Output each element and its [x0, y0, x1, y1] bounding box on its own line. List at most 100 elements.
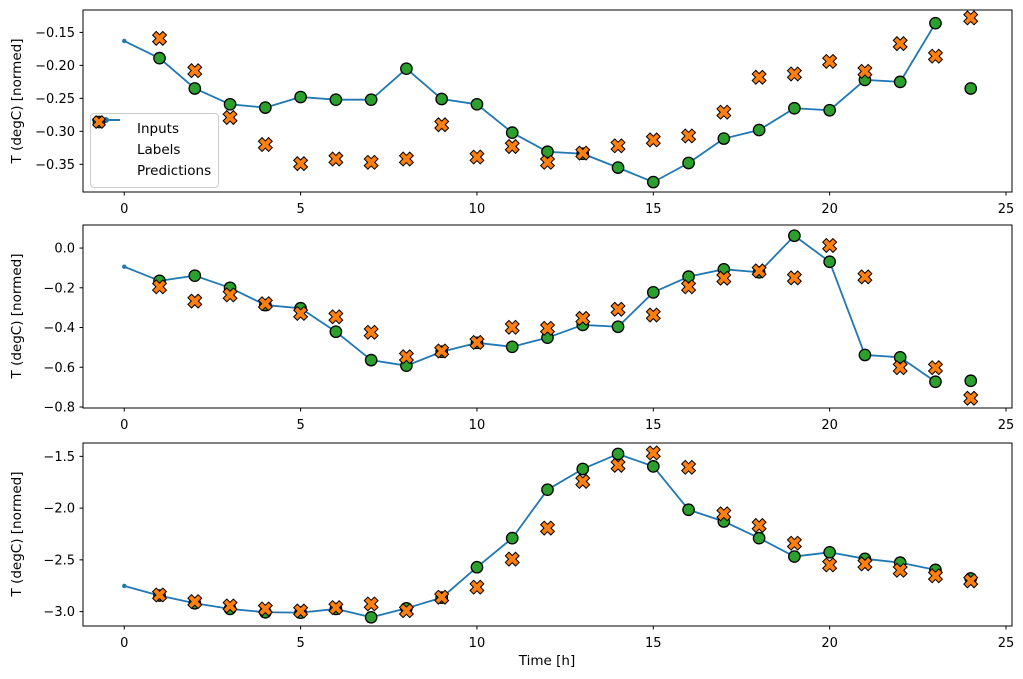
x-tick-label: 5: [296, 636, 304, 651]
predictions-marker: [363, 154, 379, 170]
predictions-marker: [328, 309, 344, 325]
labels-marker: [682, 156, 695, 170]
labels-marker: [611, 161, 625, 174]
y-tick-label: 0.0: [54, 242, 75, 257]
labels-marker: [294, 90, 307, 104]
labels-marker: [752, 531, 766, 545]
x-tick-label: 5: [296, 202, 304, 217]
y-axis-label-subplot-1: T (degC) [normed]: [9, 38, 25, 164]
labels-marker: [682, 503, 695, 517]
labels-marker: [788, 229, 801, 243]
predictions-marker: [257, 136, 273, 153]
labels-marker: [505, 340, 519, 354]
labels-marker: [823, 103, 837, 117]
predictions-marker: [575, 310, 591, 326]
x-tick-label: 0: [120, 636, 128, 651]
labels-marker: [788, 101, 801, 115]
inputs-point: [122, 38, 127, 44]
labels-marker: [364, 610, 378, 624]
predictions-marker: [151, 587, 168, 603]
x-tick-label: 5: [296, 418, 304, 433]
predictions-marker: [786, 270, 802, 286]
labels-marker: [505, 126, 519, 140]
y-tick-label: −1.5: [43, 450, 75, 465]
labels-marker: [505, 531, 519, 545]
labels-marker: [258, 101, 272, 114]
predictions-marker: [822, 53, 838, 70]
predictions-marker: [857, 556, 873, 572]
predictions-marker: [469, 334, 485, 351]
labels-marker: [929, 16, 942, 30]
labels-marker: [929, 375, 942, 389]
labels-marker: [364, 93, 378, 107]
x-tick-label: 15: [645, 636, 662, 651]
predictions-marker: [610, 457, 626, 473]
predictions-marker: [257, 601, 273, 617]
x-tick-label: 0: [120, 202, 128, 217]
predictions-marker: [363, 324, 379, 340]
legend-item-labels: Labels: [92, 115, 210, 161]
predictions-marker: [187, 593, 203, 610]
predictions-marker: [222, 287, 238, 303]
inputs-point: [122, 583, 127, 589]
predictions-marker: [539, 520, 556, 536]
y-tick-label: −0.30: [35, 125, 75, 140]
predictions-marker: [716, 506, 732, 522]
predictions-marker: [575, 145, 591, 161]
predictions-marker: [610, 301, 626, 317]
predictions-marker: [927, 568, 944, 584]
labels-marker: [964, 374, 978, 388]
x-tick-label: 10: [469, 202, 486, 217]
labels-marker: [541, 145, 554, 159]
labels-marker: [646, 460, 660, 473]
predictions-marker: [610, 138, 626, 154]
predictions-marker: [786, 535, 802, 551]
predictions-marker: [539, 154, 556, 170]
predictions-marker: [857, 63, 873, 79]
y-axis-label-subplot-2: T (degC) [normed]: [9, 253, 25, 379]
labels-marker: [752, 123, 766, 137]
predictions-marker: [151, 279, 168, 295]
predictions-marker: [892, 36, 908, 52]
predictions-marker: [892, 360, 908, 376]
x-tick-label: 10: [469, 636, 486, 651]
predictions-marker: [293, 305, 309, 322]
predictions-marker: [927, 360, 944, 376]
labels-marker: [788, 550, 801, 563]
labels-marker: [576, 462, 590, 476]
predictions-marker: [434, 589, 450, 605]
predictions-marker: [680, 128, 697, 144]
predictions-marker: [716, 104, 732, 120]
x-tick-label: 20: [821, 636, 838, 651]
x-tick-label: 25: [998, 202, 1015, 217]
predictions-marker: [187, 63, 203, 79]
legend-label-inputs: Inputs: [137, 121, 179, 137]
predictions-marker: [222, 598, 238, 614]
x-tick-label: 25: [998, 636, 1015, 651]
predictions-marker: [398, 151, 415, 167]
predictions-marker: [328, 151, 344, 167]
predictions-marker: [469, 149, 485, 165]
predictions-marker: [680, 459, 697, 475]
x-tick-label: 15: [645, 202, 662, 217]
y-tick-label: −0.2: [43, 281, 75, 296]
predictions-marker: [751, 69, 767, 85]
y-tick-label: −0.25: [35, 92, 75, 107]
predictions-marker: [257, 296, 273, 312]
predictions-marker: [927, 48, 944, 64]
labels-marker: [435, 92, 449, 106]
y-tick-label: −3.0: [43, 605, 75, 620]
labels-marker: [470, 97, 484, 111]
labels-marker: [823, 255, 837, 269]
x-tick-label: 20: [821, 418, 838, 433]
y-tick-label: −0.4: [43, 321, 75, 336]
x-tick-label: 0: [120, 418, 128, 433]
predictions-marker: [645, 445, 661, 461]
labels-marker: [470, 560, 484, 574]
labels-marker: [329, 325, 343, 339]
axes-frame-subplot-3: [82, 442, 1013, 627]
predictions-marker: [680, 279, 697, 295]
predictions-marker: [398, 603, 415, 619]
